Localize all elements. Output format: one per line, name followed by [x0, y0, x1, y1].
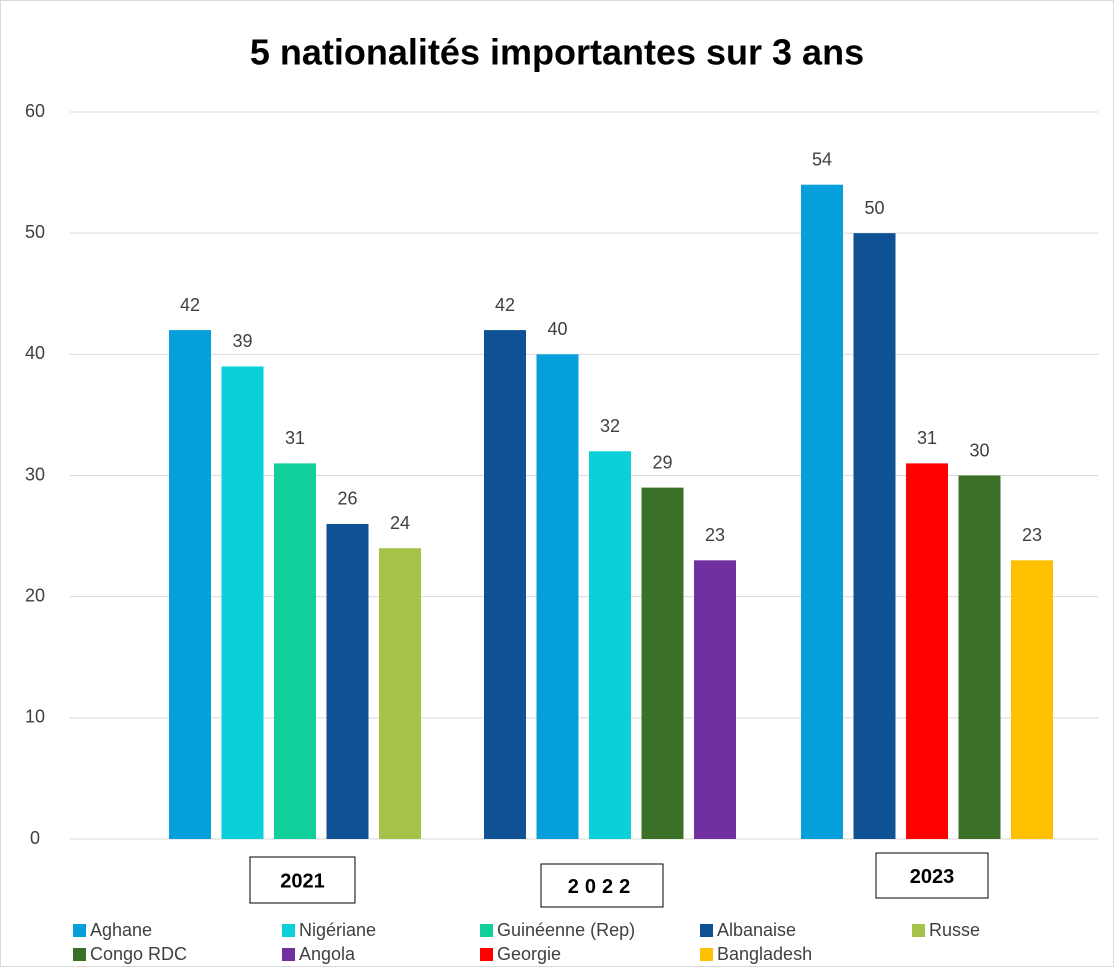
value-label: 30	[969, 440, 989, 460]
legend-label: Russe	[929, 920, 980, 940]
legend-label: Nigériane	[299, 920, 376, 940]
bar	[958, 475, 1001, 839]
bar	[589, 451, 631, 839]
value-label: 24	[390, 513, 410, 533]
legend-swatch	[700, 948, 713, 961]
value-label: 50	[864, 198, 884, 218]
value-label: 31	[917, 428, 937, 448]
legend-label: Congo RDC	[90, 944, 187, 964]
legend-swatch	[700, 924, 713, 937]
bar	[641, 487, 684, 839]
bar	[853, 233, 896, 839]
y-tick-label: 20	[25, 585, 45, 605]
legend-label: Aghane	[90, 920, 152, 940]
y-tick-label: 60	[25, 101, 45, 121]
value-label: 42	[180, 295, 200, 315]
value-label: 29	[652, 452, 672, 472]
bar	[326, 523, 369, 839]
bar	[274, 463, 316, 839]
legend-label: Guinéenne (Rep)	[497, 920, 635, 940]
legend-swatch	[282, 948, 295, 961]
bar	[694, 560, 736, 839]
bar	[221, 366, 264, 839]
legend-swatch	[480, 924, 493, 937]
y-tick-label: 30	[25, 464, 45, 484]
legend-swatch	[480, 948, 493, 961]
legend-label: Georgie	[497, 944, 561, 964]
value-label: 32	[600, 416, 620, 436]
value-label: 39	[232, 331, 252, 351]
x-tick-label: 2022	[568, 876, 637, 898]
bar	[906, 463, 948, 839]
chart-title: 5 nationalités importantes sur 3 ans	[250, 32, 864, 73]
legend-label: Albanaise	[717, 920, 796, 940]
y-tick-label: 10	[25, 707, 45, 727]
y-tick-label: 0	[30, 828, 40, 848]
legend-swatch	[282, 924, 295, 937]
legend-swatch	[73, 924, 86, 937]
bar	[801, 184, 843, 839]
bar	[484, 330, 526, 839]
category-box	[540, 863, 664, 908]
value-label: 23	[1022, 525, 1042, 545]
value-label: 23	[705, 525, 725, 545]
legend-swatch	[912, 924, 925, 937]
value-label: 40	[547, 319, 567, 339]
x-tick-label: 2023	[910, 866, 955, 888]
legend-swatch	[73, 948, 86, 961]
bar	[536, 354, 579, 839]
value-label: 26	[337, 489, 357, 509]
value-label: 42	[495, 295, 515, 315]
legend-label: Bangladesh	[717, 944, 812, 964]
y-tick-label: 40	[25, 343, 45, 363]
bar	[169, 330, 211, 839]
y-tick-label: 50	[25, 222, 45, 242]
bar	[1011, 560, 1053, 839]
value-label: 54	[812, 149, 832, 169]
bar	[379, 548, 421, 839]
category-box	[249, 856, 356, 904]
x-tick-label: 2021	[280, 870, 325, 892]
legend-label: Angola	[299, 944, 356, 964]
category-box	[875, 852, 989, 899]
value-label: 31	[285, 428, 305, 448]
